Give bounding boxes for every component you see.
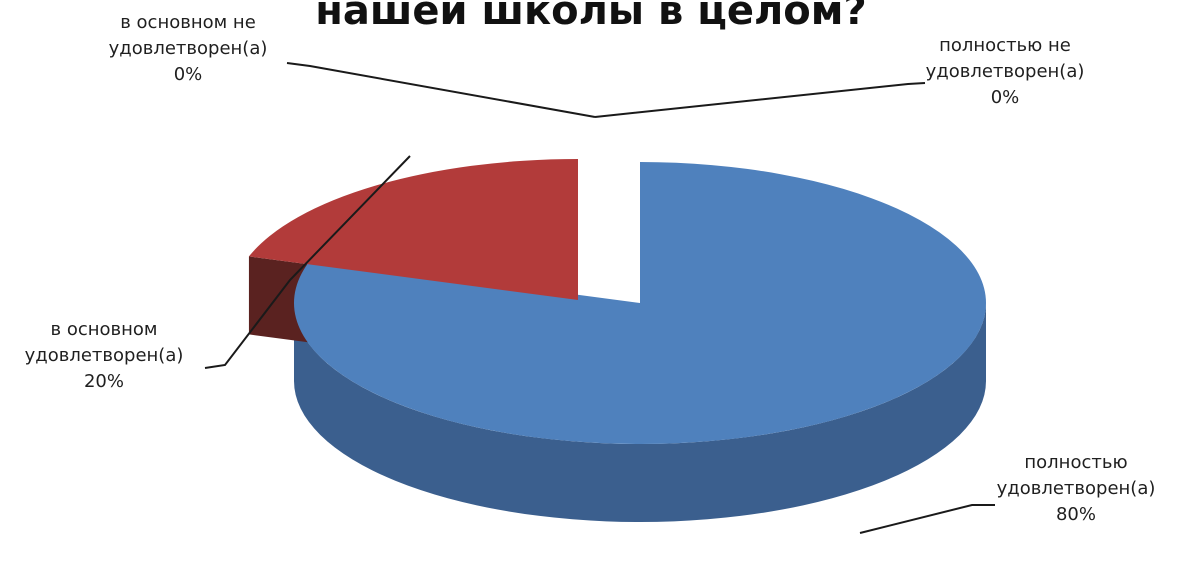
slice-labels: полностью удовлетворен(а) 80% в основном удо… (25, 12, 1156, 525)
slice-label: полностью не удовлетворен(а) 0% (926, 35, 1085, 108)
leader-lines (204, 62, 995, 534)
slice-label-line: удовлетворен(а) (997, 478, 1156, 499)
slice-label-line: удовлетворен(а) (25, 345, 184, 366)
slice-label-line: удовлетворен(а) (926, 61, 1085, 82)
leader-line (859, 504, 995, 534)
slice-label-line: удовлетворен(а) (109, 38, 268, 59)
leader-line (204, 155, 411, 369)
leader-line (286, 62, 596, 118)
leader-line (594, 82, 926, 118)
slice-label: в основном не удовлетворен(а) 0% (109, 12, 268, 85)
slice-label-line: 80% (1056, 504, 1096, 525)
slice-label: полностью удовлетворен(а) 80% (997, 452, 1156, 525)
slice-label-line: полностью (1024, 452, 1127, 473)
slice-side (294, 303, 986, 522)
slice-label: в основном удовлетворен(а) 20% (25, 319, 184, 392)
pie-slice (293, 162, 986, 444)
slice-label-line: полностью не (939, 35, 1071, 56)
slice-label-line: в основном не (120, 12, 256, 33)
slice-label-line: 20% (84, 371, 124, 392)
pie-slice (248, 159, 578, 300)
slice-label-line: 0% (174, 64, 203, 85)
slice-label-line: в основном (51, 319, 158, 340)
chart-title: нашей школы в целом? (315, 0, 866, 34)
pie-tops (248, 159, 986, 444)
slice-label-line: 0% (991, 87, 1020, 108)
